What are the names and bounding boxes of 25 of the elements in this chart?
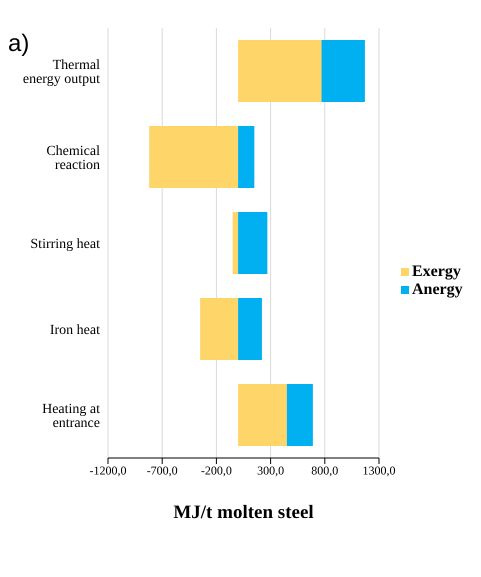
bar — [322, 40, 365, 102]
bar — [238, 40, 322, 102]
bar — [232, 212, 238, 274]
y-tick-label: Thermal energy output — [22, 58, 100, 87]
text: a) — [8, 30, 30, 58]
x-tick-label: -1200,0 — [90, 464, 126, 478]
y-tick-label: Heating at entrance — [42, 402, 100, 431]
bar — [200, 298, 238, 360]
bar — [238, 384, 287, 446]
x-tick-label: 800,0 — [311, 464, 338, 478]
y-tick-label: Iron heat — [50, 322, 100, 338]
x-tick-label: 300,0 — [257, 464, 284, 478]
bar — [149, 126, 238, 188]
x-tick-label: -200,0 — [200, 464, 232, 478]
y-tick-label: Chemical reaction — [46, 144, 100, 173]
x-tick-label: 1300,0 — [362, 464, 396, 478]
y-tick-label: Stirring heat — [30, 236, 100, 252]
bar — [238, 126, 254, 188]
bar — [238, 212, 268, 274]
legend-label: Exergy — [412, 263, 461, 281]
x-axis-title: MJ/t molten steel — [173, 502, 314, 523]
bar — [238, 298, 262, 360]
bar — [286, 384, 313, 446]
x-tick-label: -700,0 — [146, 464, 178, 478]
legend-label: Anergy — [412, 281, 463, 299]
